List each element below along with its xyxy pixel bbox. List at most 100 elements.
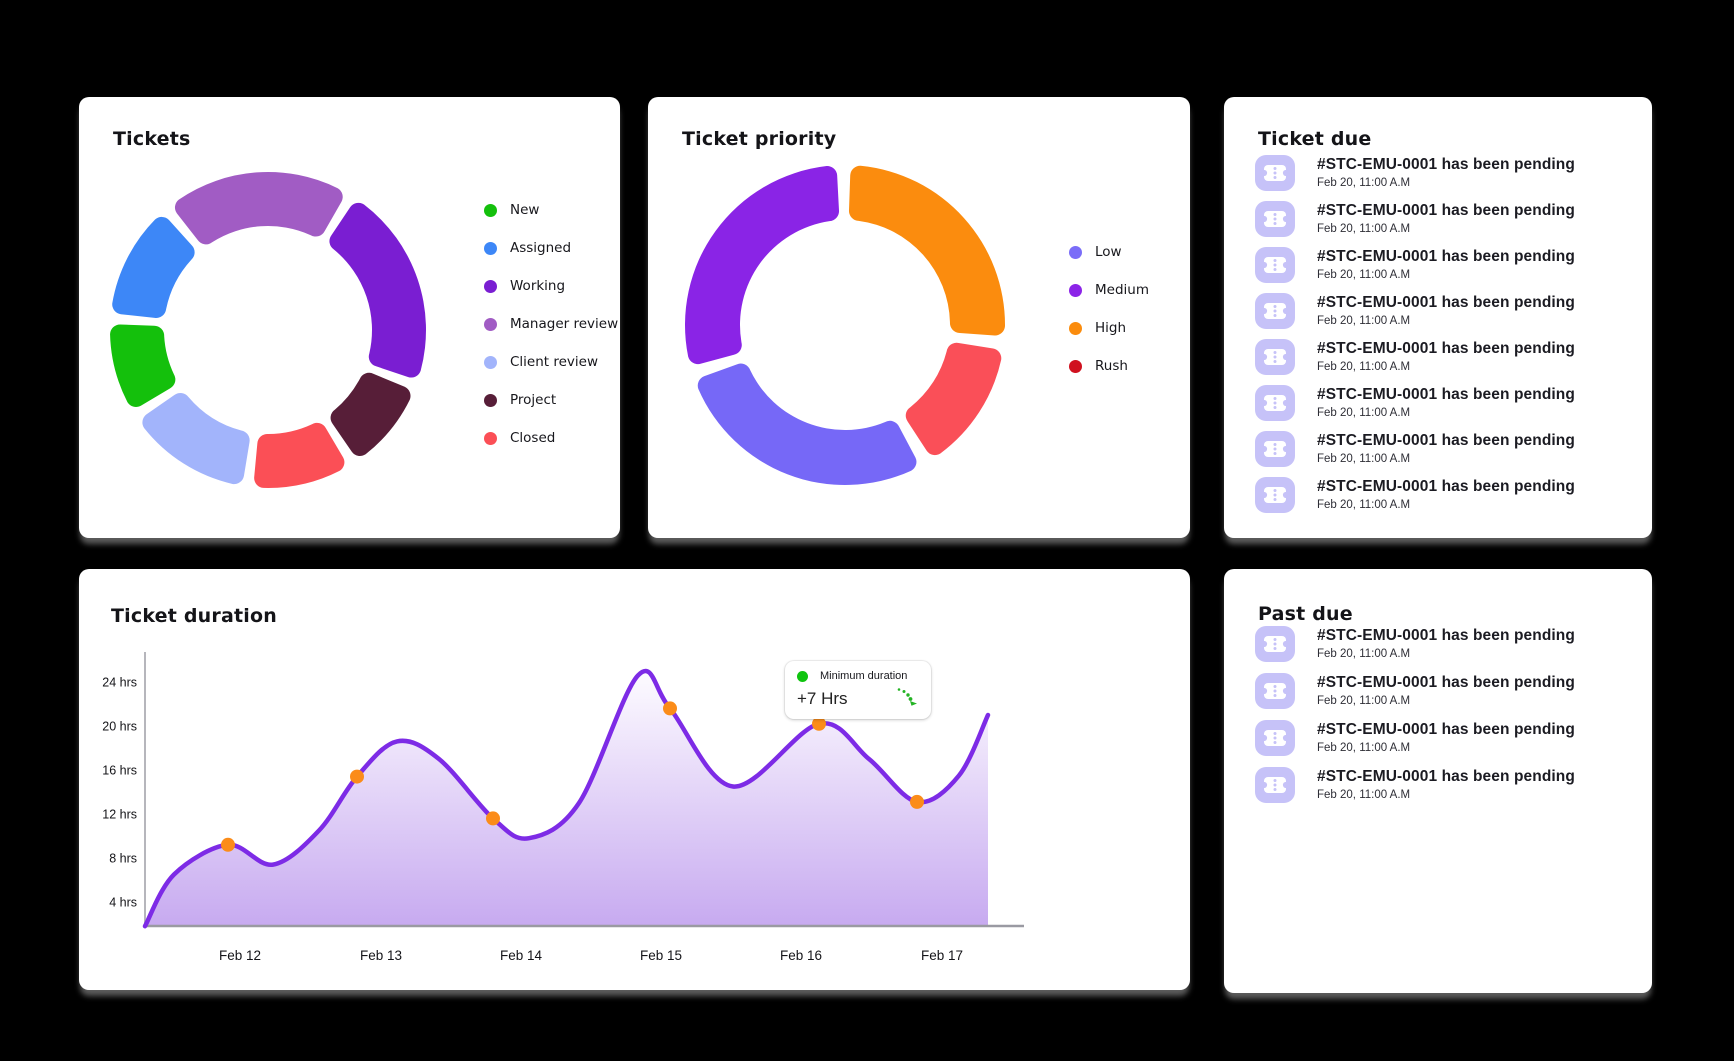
legend-label: Assigned	[510, 240, 572, 256]
ticket-duration-card-title: Ticket duration	[111, 604, 277, 627]
ticket-priority-card-title: Ticket priority	[682, 127, 837, 150]
ticket-notification-row[interactable]: #STC-EMU-0001 has been pending Feb 20, 1…	[1255, 201, 1575, 237]
ticket-notification-time: Feb 20, 11:00 A.M	[1317, 695, 1411, 707]
ticket-duration-card: Ticket duration 24 hrs 20 hrs 16 hrs 12 hrs…	[79, 569, 1190, 990]
legend-item[interactable]: Manager review	[484, 315, 618, 333]
ticket-notification-time: Feb 20, 11:00 A.M	[1317, 361, 1411, 373]
legend-dot-icon	[484, 241, 497, 255]
ticket-notification-text: #STC-EMU-0001 has been pending Feb 20, 1…	[1317, 477, 1575, 511]
legend-label: Project	[510, 392, 557, 408]
ticket-notification-time: Feb 20, 11:00 A.M	[1317, 223, 1411, 235]
ticket-notification-time: Feb 20, 11:00 A.M	[1317, 269, 1411, 281]
legend-label: Manager review	[510, 316, 619, 332]
legend-item[interactable]: Medium	[1069, 281, 1149, 299]
legend-label: Low	[1095, 244, 1122, 260]
ticket-notification-time: Feb 20, 11:00 A.M	[1317, 407, 1411, 419]
ticket-due-card-title: Ticket due	[1258, 127, 1372, 150]
priority-donut-chart[interactable]	[680, 160, 1010, 490]
ticket-duration-area-chart[interactable]: 24 hrs 20 hrs 16 hrs 12 hrs 8 hrs 4 hrs Feb 12…	[79, 569, 1190, 990]
ticket-notification-text: #STC-EMU-0001 has been pending Feb 20, 1…	[1317, 339, 1575, 373]
ticket-notification-title: #STC-EMU-0001 has been pending	[1317, 202, 1575, 219]
ticket-notification-title: #STC-EMU-0001 has been pending	[1317, 627, 1575, 644]
ticket-notification-title: #STC-EMU-0001 has been pending	[1317, 768, 1575, 785]
ticket-notification-title: #STC-EMU-0001 has been pending	[1317, 478, 1575, 495]
past-due-list: #STC-EMU-0001 has been pending Feb 20, 1…	[1255, 626, 1575, 814]
ticket-notification-time: Feb 20, 11:00 A.M	[1317, 789, 1411, 801]
ticket-notification-time: Feb 20, 11:00 A.M	[1317, 648, 1411, 660]
legend-item[interactable]: Assigned	[484, 239, 618, 257]
tickets-card-title: Tickets	[113, 127, 191, 150]
ticket-notification-text: #STC-EMU-0001 has been pending Feb 20, 1…	[1317, 720, 1575, 754]
legend-dot-icon	[1069, 359, 1082, 373]
ticket-notification-row[interactable]: #STC-EMU-0001 has been pending Feb 20, 1…	[1255, 767, 1575, 803]
svg-text:4 hrs: 4 hrs	[109, 896, 137, 910]
legend-label: High	[1095, 320, 1127, 336]
ticket-notification-row[interactable]: #STC-EMU-0001 has been pending Feb 20, 1…	[1255, 385, 1575, 421]
ticket-icon	[1255, 247, 1295, 283]
legend-item[interactable]: New	[484, 201, 618, 219]
tickets-legend: New Assigned Working Manager review Clie…	[484, 201, 618, 447]
chart-tooltip: Minimum duration +7 Hrs	[785, 661, 931, 719]
ticket-notification-row[interactable]: #STC-EMU-0001 has been pending Feb 20, 1…	[1255, 720, 1575, 756]
ticket-icon	[1255, 293, 1295, 329]
svg-text:20 hrs: 20 hrs	[102, 720, 137, 734]
legend-item[interactable]: Rush	[1069, 357, 1149, 375]
ticket-notification-time: Feb 20, 11:00 A.M	[1317, 453, 1411, 465]
ticket-icon	[1255, 339, 1295, 375]
ticket-notification-title: #STC-EMU-0001 has been pending	[1317, 294, 1575, 311]
ticket-priority-card: Ticket priority Low Medium High Rush	[648, 97, 1190, 538]
ticket-notification-text: #STC-EMU-0001 has been pending Feb 20, 1…	[1317, 673, 1575, 707]
ticket-icon	[1255, 201, 1295, 237]
legend-label: Rush	[1095, 358, 1128, 374]
legend-label: New	[510, 202, 540, 218]
svg-text:12 hrs: 12 hrs	[102, 808, 137, 822]
ticket-icon	[1255, 477, 1295, 513]
svg-text:Feb 17: Feb 17	[921, 948, 963, 963]
ticket-notification-title: #STC-EMU-0001 has been pending	[1317, 248, 1575, 265]
svg-text:24 hrs: 24 hrs	[102, 676, 137, 690]
ticket-notification-title: #STC-EMU-0001 has been pending	[1317, 156, 1575, 173]
ticket-notification-row[interactable]: #STC-EMU-0001 has been pending Feb 20, 1…	[1255, 339, 1575, 375]
ticket-notification-row[interactable]: #STC-EMU-0001 has been pending Feb 20, 1…	[1255, 431, 1575, 467]
ticket-notification-text: #STC-EMU-0001 has been pending Feb 20, 1…	[1317, 431, 1575, 465]
legend-dot-icon	[484, 279, 497, 293]
ticket-notification-text: #STC-EMU-0001 has been pending Feb 20, 1…	[1317, 155, 1575, 189]
legend-label: Closed	[510, 430, 556, 446]
tooltip-value: +7 Hrs	[797, 689, 848, 708]
legend-item[interactable]: Working	[484, 277, 618, 295]
legend-dot-icon	[484, 203, 497, 217]
legend-item[interactable]: High	[1069, 319, 1149, 337]
tooltip-dot-icon	[797, 670, 808, 682]
ticket-notification-row[interactable]: #STC-EMU-0001 has been pending Feb 20, 1…	[1255, 673, 1575, 709]
ticket-notification-text: #STC-EMU-0001 has been pending Feb 20, 1…	[1317, 767, 1575, 801]
svg-text:Feb 12: Feb 12	[219, 948, 261, 963]
legend-dot-icon	[484, 355, 497, 369]
legend-item[interactable]: Closed	[484, 429, 618, 447]
ticket-notification-time: Feb 20, 11:00 A.M	[1317, 742, 1411, 754]
ticket-notification-time: Feb 20, 11:00 A.M	[1317, 315, 1411, 327]
ticket-notification-row[interactable]: #STC-EMU-0001 has been pending Feb 20, 1…	[1255, 155, 1575, 191]
legend-dot-icon	[484, 393, 497, 407]
legend-item[interactable]: Low	[1069, 243, 1149, 261]
legend-item[interactable]: Client review	[484, 353, 618, 371]
ticket-icon	[1255, 767, 1295, 803]
ticket-icon	[1255, 626, 1295, 662]
legend-dot-icon	[484, 317, 497, 331]
ticket-icon	[1255, 673, 1295, 709]
legend-label: Medium	[1095, 282, 1149, 298]
svg-text:Feb 16: Feb 16	[780, 948, 822, 963]
legend-dot-icon	[484, 431, 497, 445]
ticket-notification-row[interactable]: #STC-EMU-0001 has been pending Feb 20, 1…	[1255, 626, 1575, 662]
ticket-notification-row[interactable]: #STC-EMU-0001 has been pending Feb 20, 1…	[1255, 293, 1575, 329]
ticket-notification-text: #STC-EMU-0001 has been pending Feb 20, 1…	[1317, 201, 1575, 235]
tooltip-label: Minimum duration	[820, 670, 908, 682]
ticket-notification-text: #STC-EMU-0001 has been pending Feb 20, 1…	[1317, 385, 1575, 419]
legend-item[interactable]: Project	[484, 391, 618, 409]
svg-text:Feb 13: Feb 13	[360, 948, 402, 963]
tickets-donut-chart[interactable]	[103, 165, 433, 495]
ticket-icon	[1255, 155, 1295, 191]
ticket-notification-row[interactable]: #STC-EMU-0001 has been pending Feb 20, 1…	[1255, 477, 1575, 513]
ticket-notification-row[interactable]: #STC-EMU-0001 has been pending Feb 20, 1…	[1255, 247, 1575, 283]
ticket-notification-text: #STC-EMU-0001 has been pending Feb 20, 1…	[1317, 247, 1575, 281]
